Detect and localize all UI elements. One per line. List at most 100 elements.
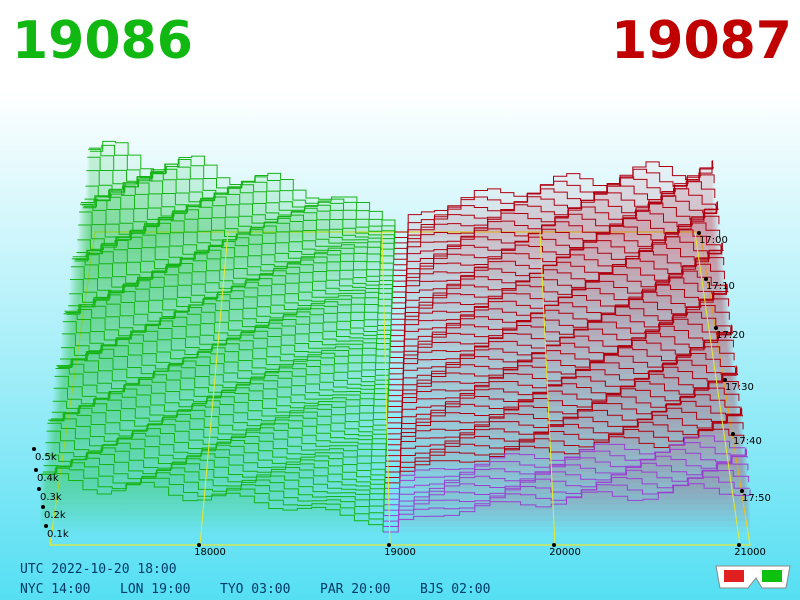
depth-layers (40, 140, 751, 533)
bid-layer (58, 353, 388, 424)
bid-layer-fill (82, 190, 394, 276)
ask-layer (393, 208, 719, 282)
price-tick-label: 19000 (384, 547, 416, 558)
time-tick (731, 432, 735, 436)
ask-layer (384, 447, 747, 500)
ask-layer (388, 332, 734, 397)
ask-layer (387, 365, 737, 424)
ask-layer-fill (388, 324, 732, 385)
bid-layer (42, 457, 385, 517)
ask-layer-fill (383, 483, 750, 532)
ask-layer (385, 414, 743, 473)
price-tick (737, 543, 741, 547)
bid-layer-fill (74, 244, 392, 325)
ask-layer (387, 366, 738, 429)
bid-layer (64, 309, 390, 385)
ask-layer (384, 449, 747, 506)
bid-layer (61, 333, 389, 402)
time-tick (740, 489, 744, 493)
bid-layer (62, 321, 389, 397)
bid-layer (40, 473, 384, 532)
bid-layer-fill (50, 403, 386, 467)
bid-layer (66, 298, 390, 375)
ask-layer-fill (395, 160, 712, 232)
ask-layer (391, 242, 723, 309)
bid-layer-fill (40, 473, 383, 532)
ask-layer (383, 456, 748, 511)
bid-layer-fill (73, 250, 392, 331)
bid-layer (53, 387, 387, 452)
bid-layer-fill (53, 388, 387, 451)
bid-layer-fill (55, 368, 387, 440)
bid-layer (60, 339, 389, 407)
bid-layer-fill (59, 349, 388, 418)
bid-layer-fill (41, 462, 384, 522)
depth-tick-label: 0.2k (44, 510, 66, 521)
bid-layer (50, 407, 386, 472)
depth-tick (32, 447, 36, 451)
bid-layer-fill (57, 359, 388, 429)
bid-layer (69, 284, 391, 358)
depth-tick (44, 524, 48, 528)
ask-layer (394, 167, 714, 244)
time-tick-label: 17:00 (699, 235, 728, 246)
bid-layer (77, 230, 393, 310)
bid-layer-fill (77, 231, 392, 309)
bid-layer (60, 344, 389, 412)
depth-tick-label: 0.3k (40, 492, 62, 503)
ask-layer (386, 400, 741, 457)
bid-layer-fill (70, 266, 391, 347)
bid-layer (74, 244, 392, 325)
bid-layer (45, 442, 385, 500)
bid-layer-fill (52, 393, 387, 456)
bid-layer-fill (54, 376, 387, 445)
time-tick (723, 378, 727, 382)
ask-layer (383, 463, 749, 517)
time-tick-label: 17:40 (733, 436, 762, 447)
ask-layer (391, 257, 725, 326)
time-tick-label: 17:50 (742, 493, 771, 504)
time-tick-label: 17:10 (706, 281, 735, 292)
bid-layer (57, 358, 388, 430)
bid-layer-fill (83, 186, 394, 271)
bid-layer-fill (72, 254, 391, 336)
bid-layer (72, 254, 392, 337)
time-tick (704, 277, 708, 281)
ask-layer (390, 283, 727, 348)
city-time: BJS 02:00 (420, 582, 490, 597)
depth-tick (37, 487, 41, 491)
bid-layer-fill (75, 240, 392, 320)
bid-price: 19086 (12, 11, 193, 71)
price-tick-label: 20000 (549, 547, 581, 558)
bid-layer-fill (67, 294, 390, 369)
bid-layer-fill (40, 468, 384, 527)
bid-layer-fill (80, 204, 393, 292)
bid-layer-fill (85, 177, 394, 260)
ask-layer (383, 483, 751, 533)
bid-layer-fill (90, 141, 395, 232)
bid-layer-fill (78, 225, 393, 303)
price-tick (387, 543, 391, 547)
ask-layer (389, 291, 729, 359)
time-tick-label: 17:30 (725, 382, 754, 393)
ask-layer (389, 298, 730, 364)
price-guide (199, 231, 229, 546)
bid-layer-fill (80, 200, 393, 287)
ask-layer (391, 242, 723, 315)
bid-layer (51, 398, 387, 462)
bid-layer-fill (69, 285, 390, 358)
city-time: TYO 03:00 (220, 582, 290, 597)
city-time: NYC 14:00 (20, 582, 90, 597)
ask-layer (390, 284, 728, 353)
bid-layer-fill (70, 279, 391, 352)
depth-tick (34, 468, 38, 472)
ask-layer (395, 160, 713, 233)
bid-layer (56, 363, 388, 435)
ask-layer (394, 181, 716, 255)
bid-layer (85, 176, 395, 260)
bid-layer-fill (51, 399, 386, 462)
time-tick-label: 17:20 (716, 330, 745, 341)
bid-layer-fill (71, 258, 391, 342)
ask-layer (394, 160, 714, 239)
bid-layer (84, 182, 395, 265)
